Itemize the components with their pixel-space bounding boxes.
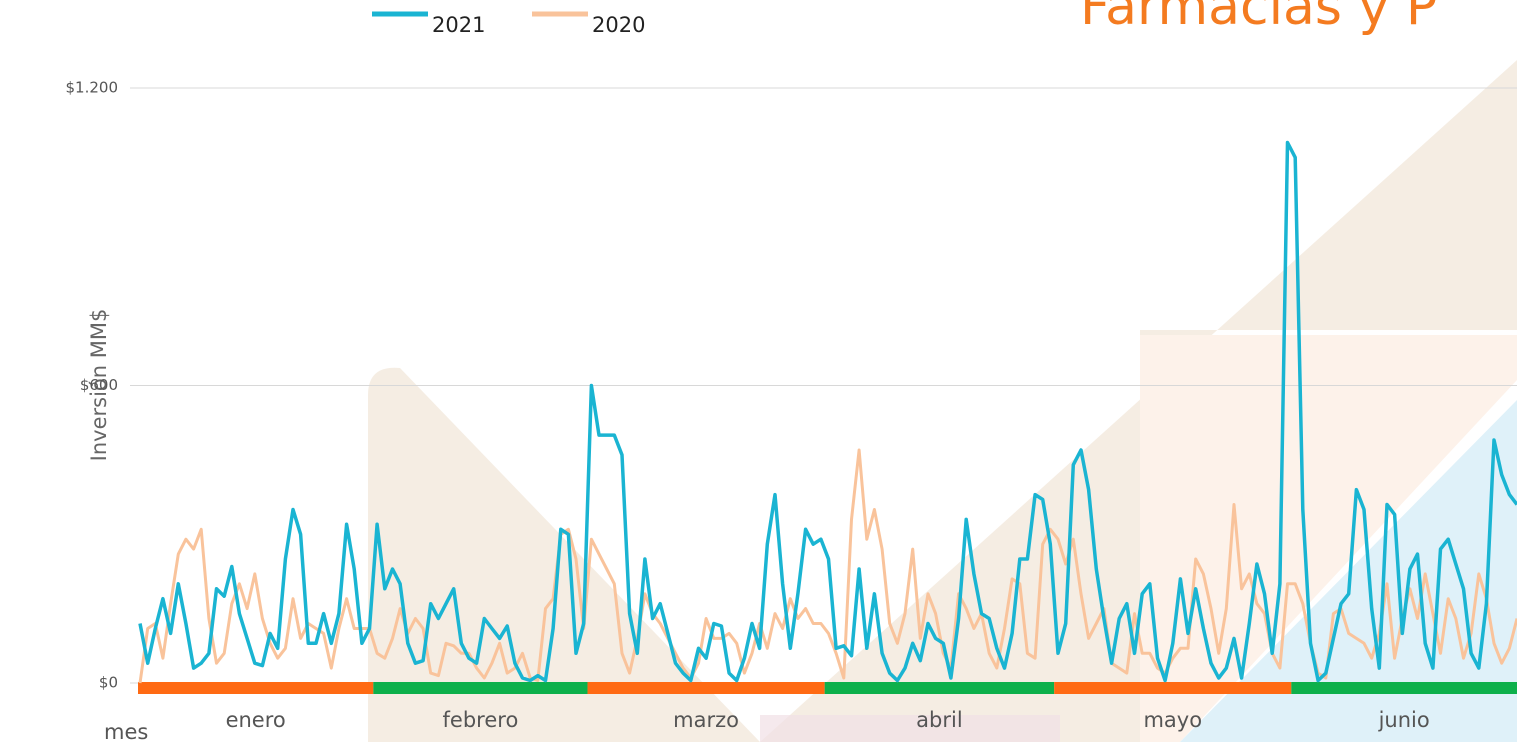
- x-tick-label: enero: [226, 708, 286, 732]
- legend: 2021 2020: [372, 13, 645, 37]
- x-tick-label: febrero: [443, 708, 519, 732]
- legend-label: 2021: [432, 13, 485, 37]
- y-tick-label: $1.200: [66, 79, 119, 97]
- decor-shape: [760, 715, 1060, 742]
- legend-label: 2020: [592, 13, 645, 37]
- y-tick-label: $600: [80, 376, 118, 394]
- chart: Farmacias y P Inversión MM$ mes 20212020…: [0, 0, 1517, 742]
- background-decor: [368, 60, 1517, 742]
- month-band: [825, 682, 1055, 694]
- x-tick-label: marzo: [673, 708, 739, 732]
- month-band: [138, 682, 373, 694]
- x-tick-label: junio: [1378, 708, 1430, 732]
- month-band: [588, 682, 825, 694]
- y-tick-label: $0: [99, 674, 118, 692]
- chart-title: Farmacias y P: [1080, 0, 1437, 37]
- month-band: [373, 682, 587, 694]
- month-band: [1291, 682, 1517, 694]
- x-tick-label: mayo: [1143, 708, 1202, 732]
- x-axis-title: mes: [104, 720, 148, 742]
- month-band: [1054, 682, 1291, 694]
- x-tick-label: abril: [916, 708, 963, 732]
